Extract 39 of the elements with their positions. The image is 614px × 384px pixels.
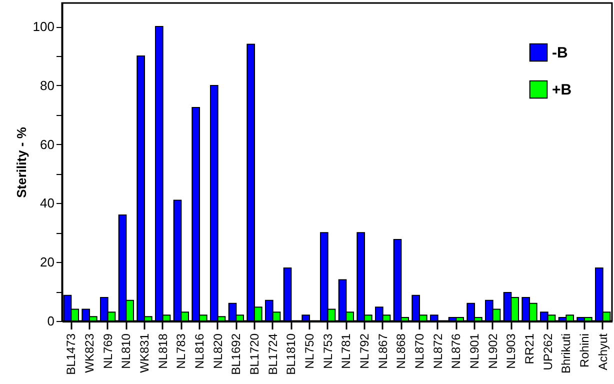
x-tick-label: NL750 <box>302 333 316 369</box>
x-tick-label: NL867 <box>376 333 390 369</box>
x-tick-label: WK823 <box>82 333 96 373</box>
x-tick-label: NL870 <box>412 333 426 369</box>
x-tick-label: BL1724 <box>266 333 280 375</box>
x-tick-label: BL1692 <box>229 333 244 375</box>
x-tick-label: Rohini <box>578 334 592 368</box>
x-tick-label: BL1473 <box>64 333 78 375</box>
y-axis-title: Sterility - % <box>14 126 29 198</box>
x-tick-label: NL872 <box>430 333 445 369</box>
x-tick-label: BL1810 <box>284 333 298 375</box>
legend-label: -B <box>552 44 568 62</box>
x-tick-label: NL769 <box>100 333 115 369</box>
y-tick-label: 80 <box>40 78 54 93</box>
x-tick-label: Achyut <box>596 332 610 370</box>
y-tick-label: 20 <box>40 254 54 270</box>
x-tick-label: WK831 <box>138 333 152 373</box>
x-tick-label: NL868 <box>394 333 408 369</box>
x-tick-label: NL781 <box>339 333 354 369</box>
y-tick-label: 100 <box>32 19 54 34</box>
x-tick-label: NL792 <box>358 333 372 369</box>
x-tick-label: NL753 <box>320 333 335 369</box>
x-tick-label: NL902 <box>486 333 500 369</box>
x-tick-label: Bhrikuti <box>559 334 574 374</box>
legend-label: +B <box>552 82 572 98</box>
x-tick-label: NL901 <box>468 333 482 369</box>
x-tick-label: NL820 <box>210 333 225 369</box>
x-tick-label: NL876 <box>449 333 464 369</box>
x-tick-label: UP262 <box>540 333 555 370</box>
x-tick-label: BL1720 <box>248 333 262 375</box>
y-tick-label: 40 <box>40 196 54 211</box>
x-tick-label: NL810 <box>119 333 134 369</box>
x-tick-label: NL903 <box>504 333 518 369</box>
x-tick-label: NL783 <box>174 333 188 369</box>
y-tick-label: 60 <box>40 136 54 152</box>
x-tick-label: NL818 <box>156 333 170 369</box>
x-tick-label: RR21 <box>522 333 536 364</box>
y-tick-label: 0 <box>47 314 54 328</box>
x-tick-label: NL816 <box>192 333 206 369</box>
